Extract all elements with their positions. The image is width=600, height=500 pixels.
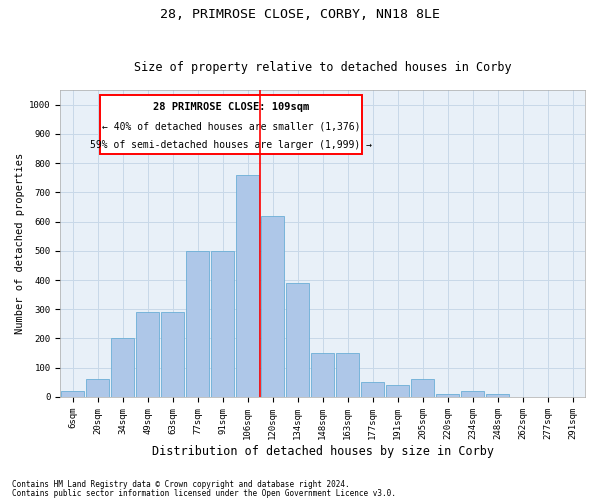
Bar xyxy=(436,394,459,397)
Bar xyxy=(161,312,184,397)
Bar xyxy=(386,386,409,397)
Y-axis label: Number of detached properties: Number of detached properties xyxy=(15,153,25,334)
Text: 59% of semi-detached houses are larger (1,999) →: 59% of semi-detached houses are larger (… xyxy=(90,140,372,150)
Bar xyxy=(361,382,384,397)
Text: Contains public sector information licensed under the Open Government Licence v3: Contains public sector information licen… xyxy=(12,489,396,498)
Bar xyxy=(112,338,134,397)
Bar xyxy=(211,251,234,397)
Bar xyxy=(61,391,85,397)
Text: 28 PRIMROSE CLOSE: 109sqm: 28 PRIMROSE CLOSE: 109sqm xyxy=(153,102,309,112)
FancyBboxPatch shape xyxy=(100,94,362,154)
Bar xyxy=(336,353,359,397)
Bar xyxy=(186,251,209,397)
Text: 28, PRIMROSE CLOSE, CORBY, NN18 8LE: 28, PRIMROSE CLOSE, CORBY, NN18 8LE xyxy=(160,8,440,20)
Bar xyxy=(461,391,484,397)
Bar xyxy=(486,394,509,397)
X-axis label: Distribution of detached houses by size in Corby: Distribution of detached houses by size … xyxy=(152,444,494,458)
Bar xyxy=(286,283,309,397)
Bar xyxy=(311,353,334,397)
Bar xyxy=(86,380,109,397)
Bar xyxy=(236,174,259,397)
Title: Size of property relative to detached houses in Corby: Size of property relative to detached ho… xyxy=(134,60,512,74)
Text: ← 40% of detached houses are smaller (1,376): ← 40% of detached houses are smaller (1,… xyxy=(101,122,360,132)
Bar xyxy=(136,312,160,397)
Bar xyxy=(261,216,284,397)
Bar xyxy=(411,380,434,397)
Text: Contains HM Land Registry data © Crown copyright and database right 2024.: Contains HM Land Registry data © Crown c… xyxy=(12,480,350,489)
